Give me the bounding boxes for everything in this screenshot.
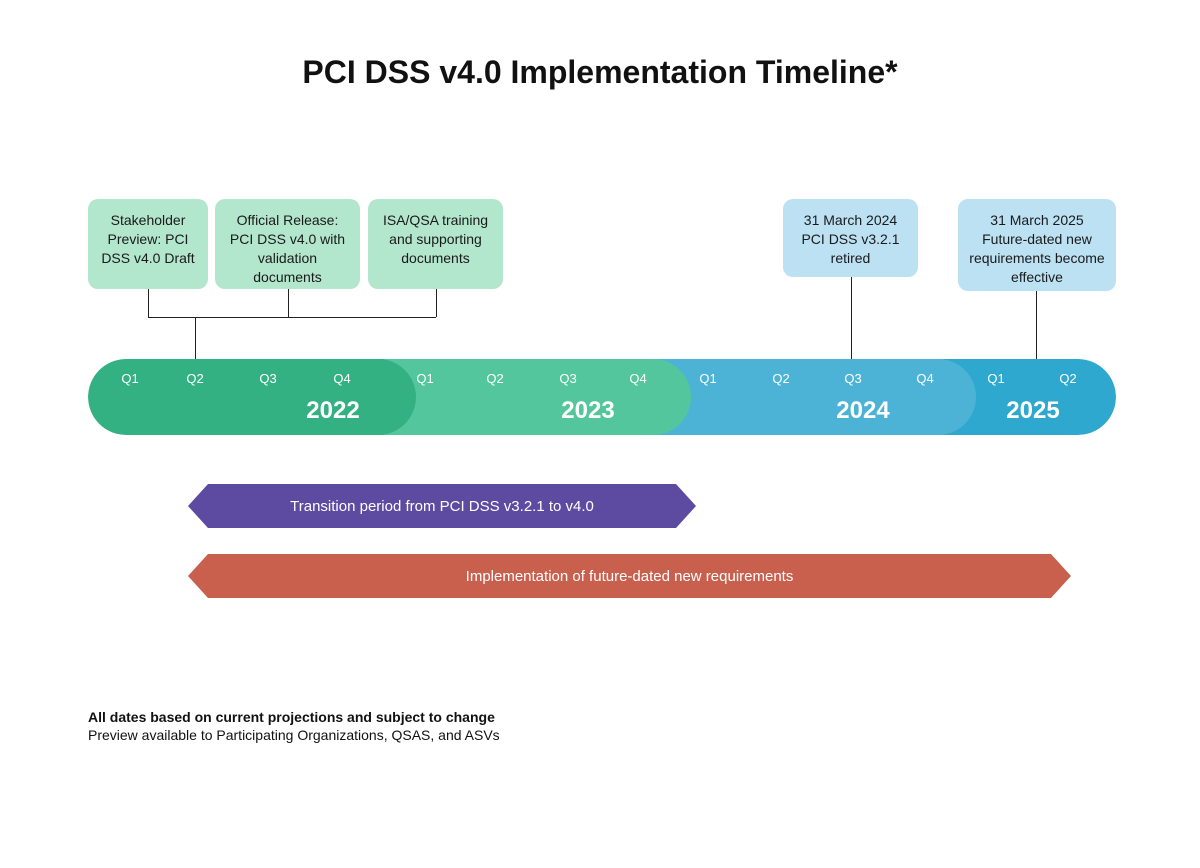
quarter-label: Q4 (327, 371, 357, 386)
ribbon-label: Transition period from PCI DSS v3.2.1 to… (208, 484, 676, 528)
quarter-label: Q1 (115, 371, 145, 386)
timeline-ribbon: Implementation of future-dated new requi… (188, 554, 1071, 598)
quarter-label: Q3 (838, 371, 868, 386)
year-label: 2023 (548, 397, 628, 425)
timeline-ribbon: Transition period from PCI DSS v3.2.1 to… (188, 484, 696, 528)
quarter-label: Q3 (253, 371, 283, 386)
quarter-label: Q1 (410, 371, 440, 386)
year-label: 2025 (993, 397, 1073, 425)
timeline-callout: Official Release: PCI DSS v4.0 with vali… (215, 199, 360, 289)
quarter-label: Q2 (1053, 371, 1083, 386)
timeline-callout: Stakeholder Preview: PCI DSS v4.0 Draft (88, 199, 208, 289)
quarter-label: Q2 (766, 371, 796, 386)
quarter-label: Q4 (623, 371, 653, 386)
footnote-line1: All dates based on current projections a… (88, 709, 500, 725)
quarter-label: Q3 (553, 371, 583, 386)
year-label: 2022 (293, 397, 373, 425)
quarter-label: Q2 (180, 371, 210, 386)
footnote-line2: Preview available to Participating Organ… (88, 727, 500, 743)
ribbon-label: Implementation of future-dated new requi… (208, 554, 1051, 598)
quarter-label: Q1 (693, 371, 723, 386)
timeline-stage: Q1 Q2 Q3 Q4 Q1 Q2 Q3 Q4 Q1 Q2 Q3 Q4 Q1 Q2 2022 2023 2024… (88, 199, 1116, 699)
timeline-callout: 31 March 2024 PCI DSS v3.2.1 retired (783, 199, 918, 277)
quarter-label: Q2 (480, 371, 510, 386)
footnotes: All dates based on current projections a… (88, 709, 500, 743)
timeline-callout: 31 March 2025 Future-dated new requireme… (958, 199, 1116, 291)
page-title: PCI DSS v4.0 Implementation Timeline* (0, 54, 1200, 91)
quarter-label: Q4 (910, 371, 940, 386)
quarter-label: Q1 (981, 371, 1011, 386)
timeline-callout: ISA/QSA training and supporting document… (368, 199, 503, 289)
year-label: 2024 (823, 397, 903, 425)
